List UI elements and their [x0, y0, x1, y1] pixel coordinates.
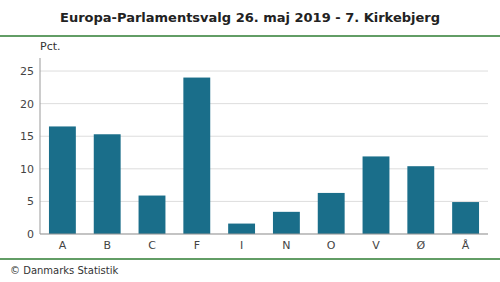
- x-tick-label: Ø: [416, 239, 425, 252]
- grid-line: [40, 71, 488, 72]
- chart-svg: Europa-Parlamentsvalg 26. maj 2019 - 7. …: [0, 0, 500, 282]
- bar: [407, 166, 434, 234]
- y-grid: [40, 71, 488, 234]
- bar: [94, 134, 121, 234]
- x-tick-label: O: [327, 239, 336, 252]
- bar: [452, 202, 479, 234]
- bar: [363, 156, 390, 234]
- y-tick-label: 20: [20, 98, 34, 111]
- y-tick-label: 15: [20, 130, 34, 143]
- y-tick-label: 5: [27, 195, 34, 208]
- title-rule: [0, 35, 500, 37]
- x-tick-label: I: [240, 239, 243, 252]
- bar: [49, 126, 76, 234]
- y-tick-label: 25: [20, 65, 34, 78]
- footer-rule: [0, 258, 500, 260]
- title: Europa-Parlamentsvalg 26. maj 2019 - 7. …: [60, 10, 440, 25]
- grid-line: [40, 103, 488, 104]
- y-tick-label: 10: [20, 163, 34, 176]
- x-tick-label: V: [372, 239, 380, 252]
- bar: [273, 212, 300, 234]
- y-axis-label: Pct.: [40, 40, 61, 53]
- x-tick-label: A: [59, 239, 67, 252]
- bar: [183, 78, 210, 234]
- x-tick-label: F: [194, 239, 200, 252]
- footer: © Danmarks Statistik: [10, 265, 119, 276]
- grid-line: [40, 234, 488, 235]
- chart-container: Europa-Parlamentsvalg 26. maj 2019 - 7. …: [0, 0, 500, 282]
- y-axis-line: [40, 58, 41, 234]
- x-tick-label: N: [282, 239, 290, 252]
- bar: [228, 224, 255, 234]
- x-tick-label: Å: [462, 239, 470, 252]
- y-tick-label: 0: [27, 228, 34, 241]
- bar: [318, 193, 345, 234]
- bars: [49, 78, 479, 234]
- x-axis-line: [40, 234, 488, 235]
- x-tick-label: C: [148, 239, 156, 252]
- x-tick-label: B: [103, 239, 111, 252]
- bar: [139, 196, 166, 234]
